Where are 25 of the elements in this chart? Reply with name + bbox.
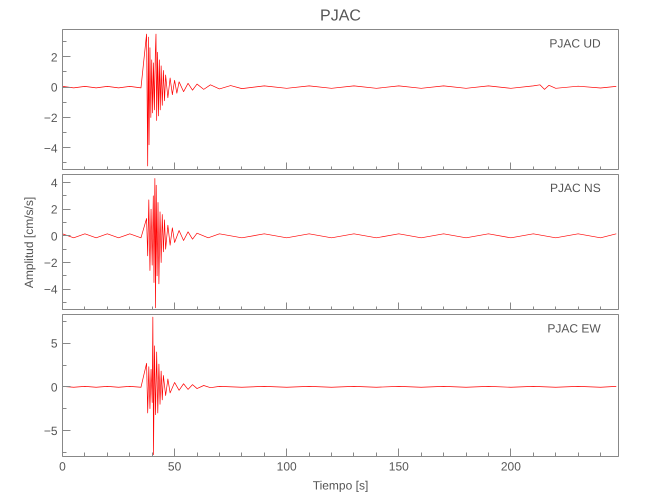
x-tick-label: 200 <box>500 460 522 474</box>
y-tick-label: 0 <box>50 80 58 95</box>
y-tick-label: 4 <box>50 176 58 190</box>
x-tick-label: 100 <box>276 460 298 474</box>
y-tick-label: −4 <box>44 282 58 297</box>
x-axis-title: Tiempo [s] <box>312 478 368 492</box>
y-tick-label: 0 <box>50 229 58 244</box>
y-tick-label: 2 <box>50 50 58 64</box>
x-tick-label: 0 <box>59 460 66 474</box>
line-series <box>62 34 617 166</box>
x-tick-label: 50 <box>168 460 182 474</box>
y-tick-label: 2 <box>50 202 58 217</box>
annotation: PJAC NS <box>550 181 601 196</box>
x-tick-label: 150 <box>388 460 410 474</box>
line-series <box>62 178 617 308</box>
y-tick-label: −2 <box>44 110 58 125</box>
y-tick-label: 0 <box>50 380 58 394</box>
chart-title: PJAC <box>320 8 361 24</box>
y-tick-label: −4 <box>44 141 58 156</box>
annotation: PJAC EW <box>547 322 602 336</box>
y-axis-title: Amplitud [cm/s/s] <box>22 196 36 288</box>
y-tick-label: −2 <box>44 256 58 270</box>
y-tick-label: 5 <box>50 336 58 351</box>
annotation: PJAC UD <box>549 36 602 51</box>
y-tick-label: −5 <box>44 424 58 438</box>
